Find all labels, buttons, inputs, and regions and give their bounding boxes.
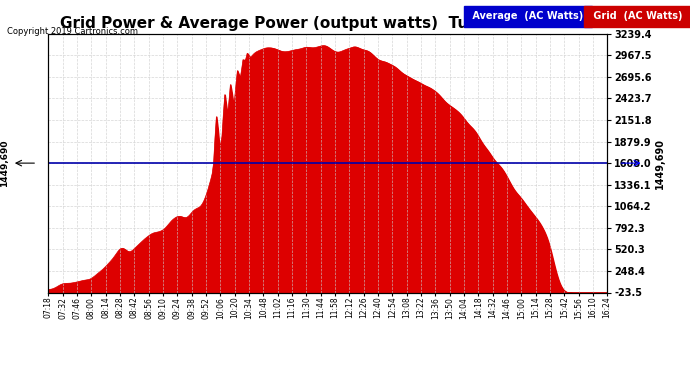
Text: Average  (AC Watts): Average (AC Watts) (469, 11, 586, 21)
Title: Grid Power & Average Power (output watts)  Tue Dec 10 16:26: Grid Power & Average Power (output watts… (59, 16, 596, 31)
Text: 1449,690: 1449,690 (0, 140, 9, 187)
Y-axis label: 1449,690: 1449,690 (655, 138, 664, 189)
Text: Grid  (AC Watts): Grid (AC Watts) (590, 11, 686, 21)
Text: Copyright 2019 Cartronics.com: Copyright 2019 Cartronics.com (7, 27, 138, 36)
